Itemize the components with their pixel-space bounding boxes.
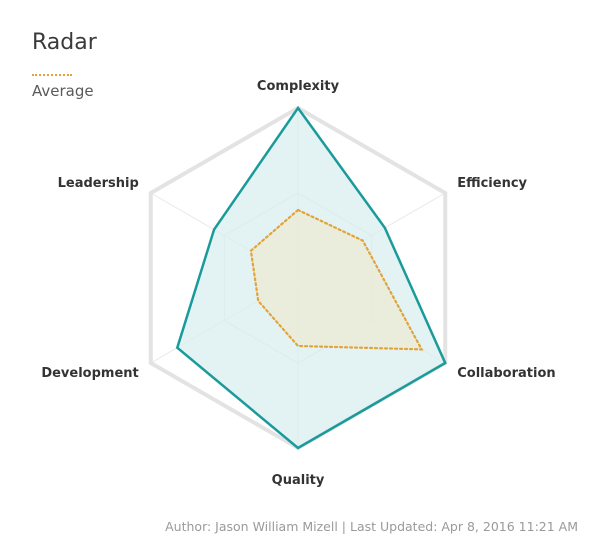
axis-label-development: Development: [41, 366, 138, 381]
axis-label-complexity: Complexity: [257, 79, 340, 94]
axis-label-collaboration: Collaboration: [457, 366, 555, 381]
legend: Average: [32, 74, 94, 100]
axis-label-efficiency: Efficiency: [457, 176, 527, 191]
axis-label-leadership: Leadership: [58, 176, 139, 191]
legend-swatch-average: [32, 74, 72, 76]
footer-meta: Author: Jason William Mizell | Last Upda…: [165, 519, 578, 534]
axis-label-quality: Quality: [272, 473, 325, 488]
legend-label-average: Average: [32, 82, 94, 100]
chart-title: Radar: [32, 30, 97, 55]
